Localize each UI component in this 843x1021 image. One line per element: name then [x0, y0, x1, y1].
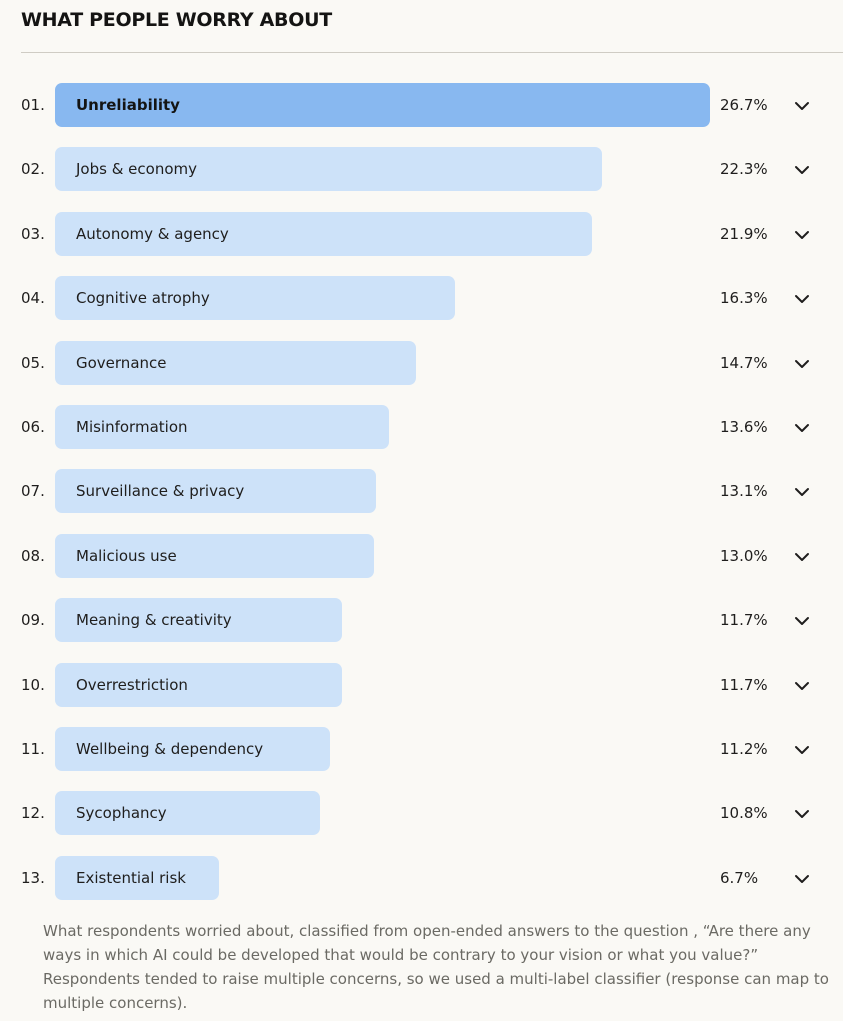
chevron-down-icon[interactable] — [793, 226, 811, 244]
rank-number: 01. — [21, 96, 45, 114]
rank-number: 06. — [21, 418, 45, 436]
chevron-down-icon[interactable] — [793, 355, 811, 373]
chevron-down-icon[interactable] — [793, 483, 811, 501]
bar: Cognitive atrophy — [55, 276, 455, 320]
chevron-down-icon[interactable] — [793, 741, 811, 759]
bar-track: Malicious use — [55, 534, 710, 578]
bar: Autonomy & agency — [55, 212, 592, 256]
bar-track: Jobs & economy — [55, 147, 710, 191]
bar-track: Cognitive atrophy — [55, 276, 710, 320]
chevron-down-icon[interactable] — [793, 290, 811, 308]
category-label: Autonomy & agency — [76, 225, 229, 243]
rank-number: 03. — [21, 225, 45, 243]
value-label: 22.3% — [720, 160, 768, 178]
value-label: 13.1% — [720, 482, 768, 500]
rank-number: 09. — [21, 611, 45, 629]
bar: Jobs & economy — [55, 147, 602, 191]
rank-number: 10. — [21, 676, 45, 694]
category-label: Misinformation — [76, 418, 188, 436]
category-label: Wellbeing & dependency — [76, 740, 264, 758]
bar-track: Surveillance & privacy — [55, 469, 710, 513]
value-label: 26.7% — [720, 96, 768, 114]
title-divider — [21, 52, 843, 53]
rank-number: 13. — [21, 869, 45, 887]
value-label: 11.7% — [720, 611, 768, 629]
bar-track: Meaning & creativity — [55, 598, 710, 642]
bar-track: Wellbeing & dependency — [55, 727, 710, 771]
value-label: 11.2% — [720, 740, 768, 758]
category-label: Malicious use — [76, 547, 177, 565]
rank-number: 05. — [21, 354, 45, 372]
category-label: Existential risk — [76, 869, 186, 887]
concern-row[interactable]: 02. Jobs & economy 22.3% — [0, 147, 843, 191]
chevron-down-icon[interactable] — [793, 677, 811, 695]
chart-caption: What respondents worried about, classifi… — [43, 922, 829, 1012]
value-label: 10.8% — [720, 804, 768, 822]
value-label: 13.0% — [720, 547, 768, 565]
value-label: 13.6% — [720, 418, 768, 436]
concern-row[interactable]: 12. Sycophancy 10.8% — [0, 791, 843, 835]
concern-row[interactable]: 11. Wellbeing & dependency 11.2% — [0, 727, 843, 771]
bar-track: Overrestriction — [55, 663, 710, 707]
bar: Misinformation — [55, 405, 389, 449]
chart-title: WHAT PEOPLE WORRY ABOUT — [21, 9, 332, 31]
bar-track: Sycophancy — [55, 791, 710, 835]
chevron-down-icon[interactable] — [793, 870, 811, 888]
rank-number: 11. — [21, 740, 45, 758]
concern-row[interactable]: 05. Governance 14.7% — [0, 341, 843, 385]
bar: Malicious use — [55, 534, 374, 578]
value-label: 11.7% — [720, 676, 768, 694]
bar: Governance — [55, 341, 416, 385]
concern-row[interactable]: 07. Surveillance & privacy 13.1% — [0, 469, 843, 513]
category-label: Sycophancy — [76, 804, 167, 822]
bar-track: Autonomy & agency — [55, 212, 710, 256]
concern-row[interactable]: 03. Autonomy & agency 21.9% — [0, 212, 843, 256]
concern-row[interactable]: 06. Misinformation 13.6% — [0, 405, 843, 449]
category-label: Jobs & economy — [76, 160, 197, 178]
rank-number: 07. — [21, 482, 45, 500]
bar-track: Unreliability — [55, 83, 710, 127]
category-label: Meaning & creativity — [76, 611, 232, 629]
value-label: 21.9% — [720, 225, 768, 243]
chevron-down-icon[interactable] — [793, 805, 811, 823]
category-label: Governance — [76, 354, 167, 372]
category-label: Surveillance & privacy — [76, 482, 245, 500]
chevron-down-icon[interactable] — [793, 548, 811, 566]
bar: Existential risk — [55, 856, 219, 900]
bar: Unreliability — [55, 83, 710, 127]
chevron-down-icon[interactable] — [793, 419, 811, 437]
value-label: 16.3% — [720, 289, 768, 307]
concern-row[interactable]: 01. Unreliability 26.7% — [0, 83, 843, 127]
rank-number: 04. — [21, 289, 45, 307]
value-label: 6.7% — [720, 869, 759, 887]
category-label: Overrestriction — [76, 676, 188, 694]
bar: Wellbeing & dependency — [55, 727, 330, 771]
concern-row[interactable]: 04. Cognitive atrophy 16.3% — [0, 276, 843, 320]
concern-row[interactable]: 10. Overrestriction 11.7% — [0, 663, 843, 707]
concern-row[interactable]: 08. Malicious use 13.0% — [0, 534, 843, 578]
bar-track: Governance — [55, 341, 710, 385]
bar: Surveillance & privacy — [55, 469, 376, 513]
bar-track: Misinformation — [55, 405, 710, 449]
bar: Sycophancy — [55, 791, 320, 835]
category-label: Unreliability — [76, 96, 180, 114]
bar: Meaning & creativity — [55, 598, 342, 642]
concern-row[interactable]: 09. Meaning & creativity 11.7% — [0, 598, 843, 642]
rank-number: 02. — [21, 160, 45, 178]
bar-track: Existential risk — [55, 856, 710, 900]
bar: Overrestriction — [55, 663, 342, 707]
rank-number: 08. — [21, 547, 45, 565]
rank-number: 12. — [21, 804, 45, 822]
category-label: Cognitive atrophy — [76, 289, 210, 307]
chevron-down-icon[interactable] — [793, 612, 811, 630]
chevron-down-icon[interactable] — [793, 97, 811, 115]
chevron-down-icon[interactable] — [793, 161, 811, 179]
concern-row[interactable]: 13. Existential risk 6.7% — [0, 856, 843, 900]
value-label: 14.7% — [720, 354, 768, 372]
